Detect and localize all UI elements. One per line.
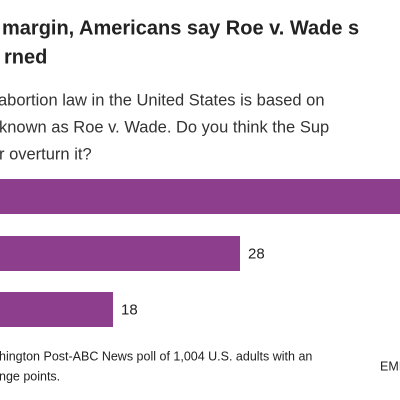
footer-line: hington Post-ABC News poll of 1,004 U.S.…	[0, 349, 312, 363]
footer-line: nge points.	[0, 369, 60, 383]
question-line: abortion law in the United States is bas…	[0, 91, 325, 109]
value-label: 18	[121, 301, 138, 318]
credit: EMI	[380, 359, 400, 373]
value-label: 28	[248, 245, 265, 262]
bar	[0, 179, 400, 214]
bar	[0, 292, 114, 327]
title-line: margin, Americans say Roe v. Wade s	[2, 17, 359, 39]
question-line: known as Roe v. Wade. Do you think the S…	[0, 118, 329, 136]
bar	[0, 236, 241, 271]
title-line: rned	[4, 46, 47, 68]
question-line: r overturn it?	[0, 145, 92, 163]
